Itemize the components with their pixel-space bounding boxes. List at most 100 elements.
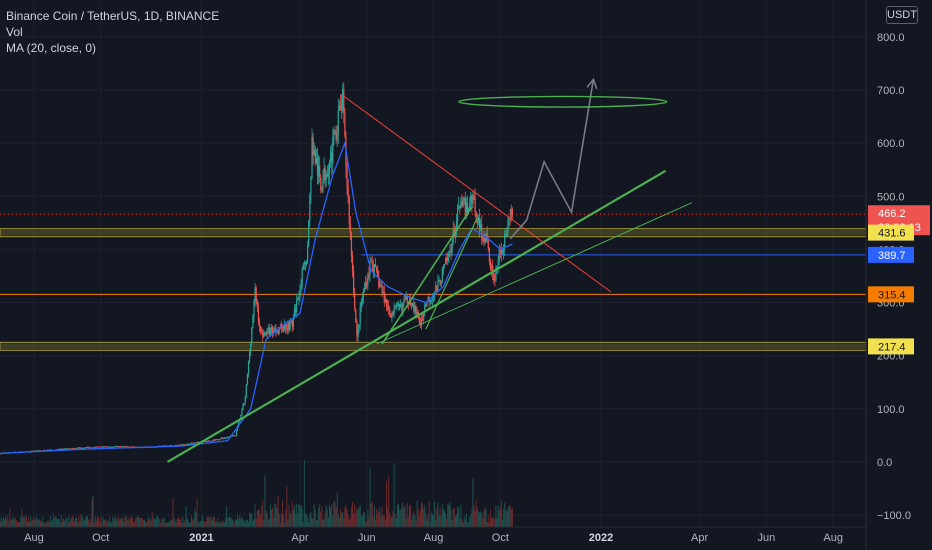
volume-bar: [24, 518, 26, 527]
volume-bar: [413, 511, 415, 527]
volume-bar: [331, 504, 333, 527]
candle-body: [315, 158, 318, 164]
volume-bar: [1, 521, 3, 527]
candle-body: [262, 332, 264, 338]
candle-body: [475, 212, 477, 220]
candle-body: [243, 403, 245, 405]
volume-indicator-label[interactable]: Vol: [6, 25, 23, 39]
volume-bar: [494, 518, 496, 527]
time-axis[interactable]: Aug Oct 2021 Apr Jun Aug Oct 2022 Apr Jun Aug: [0, 526, 866, 544]
candle-body: [197, 442, 199, 443]
volume-bar: [321, 506, 323, 527]
volume-bar: [200, 521, 202, 527]
candle-body: [451, 241, 453, 253]
candle-body: [376, 266, 378, 271]
volume-bar: [194, 508, 196, 527]
volume-bar: [189, 522, 191, 527]
volume-bar: [175, 522, 177, 527]
candle-body: [370, 261, 372, 263]
candle-body: [117, 446, 119, 448]
volume-bar: [118, 518, 120, 527]
candle-body: [478, 217, 481, 229]
candle-body: [90, 447, 92, 449]
candle-body: [319, 165, 321, 178]
volume-bar: [266, 513, 268, 527]
candle-body: [290, 320, 292, 322]
candle-body: [384, 298, 386, 303]
candle-body: [404, 299, 406, 301]
volume-bar: [350, 507, 352, 527]
volume-bar: [34, 520, 36, 527]
volume-bar: [479, 512, 481, 527]
candle-body: [293, 308, 296, 318]
candle-body: [263, 332, 265, 338]
candle-body: [507, 219, 509, 231]
volume-bar: [312, 518, 314, 527]
candle-body: [356, 321, 358, 338]
drawings[interactable]: [166, 77, 693, 463]
candle-body: [275, 328, 277, 332]
volume-bar: [240, 519, 242, 527]
candle-body: [380, 285, 382, 288]
volume-bar: [435, 519, 437, 527]
volume-bar: [202, 515, 204, 527]
candle-body: [316, 158, 319, 176]
candle-body: [188, 443, 191, 445]
candle-body: [97, 446, 100, 448]
candle-body: [481, 224, 483, 239]
candle-body: [355, 309, 357, 322]
volume-bar: [191, 515, 193, 527]
candle-body: [335, 131, 337, 140]
price-tick-label: 500.0: [877, 191, 905, 203]
volume-bar: [352, 502, 354, 527]
volume-bar: [385, 481, 387, 527]
volume-bar: [262, 500, 264, 527]
candle-body: [418, 316, 420, 323]
candle-body: [220, 437, 222, 440]
volume-bar: [366, 520, 368, 527]
volume-bar: [495, 505, 497, 527]
volume-bar: [207, 516, 209, 527]
candle-body: [493, 273, 495, 280]
time-tick-label: Oct: [92, 532, 109, 544]
volume-bar: [484, 507, 486, 527]
volume-bar: [376, 508, 378, 527]
currency-button[interactable]: USDT: [886, 6, 918, 24]
volume-bar: [265, 510, 267, 527]
candle-body: [77, 447, 79, 449]
volume-bar: [40, 520, 42, 527]
candle-body: [302, 264, 304, 270]
candle-body: [505, 234, 507, 237]
support-band-fill: [0, 343, 866, 350]
candle-body: [208, 440, 210, 442]
candle-body: [331, 152, 333, 164]
target-ellipse: [458, 95, 668, 108]
volume-bar: [445, 513, 447, 527]
volume-bar: [249, 512, 251, 527]
candle-body: [510, 209, 512, 219]
volume-bar: [135, 518, 137, 527]
candle-body: [494, 279, 496, 281]
candle-body: [446, 257, 448, 261]
volume-bar: [125, 515, 127, 527]
candle-body: [337, 109, 339, 133]
volume-bar: [499, 507, 501, 527]
volume-bar: [280, 514, 282, 527]
last-price-tag: 466.2: [878, 208, 906, 220]
volume-bar: [309, 513, 311, 527]
volume-bar: [511, 508, 513, 527]
volume-bar: [492, 518, 494, 527]
candle-body: [59, 448, 61, 450]
candle-body: [314, 149, 316, 164]
candle-body: [432, 296, 435, 298]
candle-body: [371, 261, 373, 265]
candle-body: [400, 304, 402, 307]
volume-bar: [278, 513, 280, 527]
volume-bar: [239, 515, 241, 527]
candle-body: [460, 201, 462, 208]
ma-indicator-label[interactable]: MA (20, close, 0): [6, 41, 97, 55]
volume-bar: [294, 505, 296, 527]
candle-body: [362, 290, 365, 298]
volume-bar: [339, 509, 341, 527]
